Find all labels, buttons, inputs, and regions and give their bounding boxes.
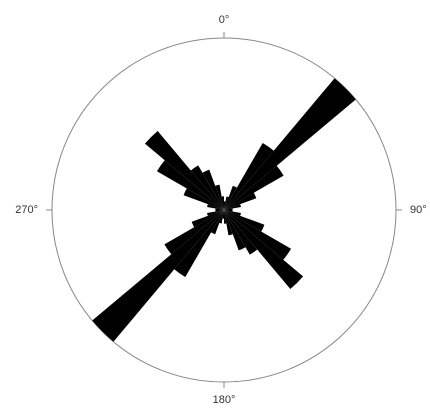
rose-wedge <box>183 188 224 210</box>
direction-label: 0° <box>219 14 230 26</box>
rose-wedge <box>215 208 224 210</box>
rose-wedge <box>224 210 227 224</box>
rose-wedge <box>224 210 233 212</box>
direction-label: 90° <box>410 204 427 216</box>
rose-wedge <box>191 210 224 228</box>
rose-wedge <box>224 210 304 290</box>
rose-wedge <box>224 210 241 216</box>
rose-wedge <box>164 210 224 255</box>
rose-wedge <box>224 208 233 210</box>
rose-wedge <box>174 210 224 278</box>
rose-wedge <box>211 210 224 235</box>
rose-wedge <box>224 201 226 210</box>
rose-wedge <box>215 210 224 212</box>
rose-wedge <box>221 196 224 210</box>
rose-wedge <box>156 160 224 210</box>
rose-wedge <box>224 210 265 232</box>
rose-wedge <box>224 204 241 210</box>
rose-wedge <box>207 210 224 216</box>
rose-wedge <box>224 210 233 236</box>
rose-wedge <box>224 210 258 255</box>
rose-wedge <box>224 210 246 251</box>
rose-wedge <box>215 184 224 210</box>
direction-label: 180° <box>213 394 236 406</box>
rose-wedge <box>202 169 224 210</box>
rose-wedge <box>224 192 257 210</box>
rose-wedge <box>222 210 224 219</box>
rose-wedge <box>224 142 274 210</box>
rose-wedge <box>224 78 356 210</box>
rose-wedge <box>224 196 229 210</box>
rose-wedge <box>224 185 237 210</box>
rose-wedge <box>224 210 292 260</box>
rose-wedge <box>190 165 224 210</box>
rose-wedge <box>219 210 224 224</box>
direction-label: 270° <box>15 204 38 216</box>
rose-wedge <box>224 165 284 210</box>
rose-wedge <box>207 204 224 210</box>
rose-wedge <box>144 130 224 210</box>
rose-wedge <box>92 210 224 342</box>
